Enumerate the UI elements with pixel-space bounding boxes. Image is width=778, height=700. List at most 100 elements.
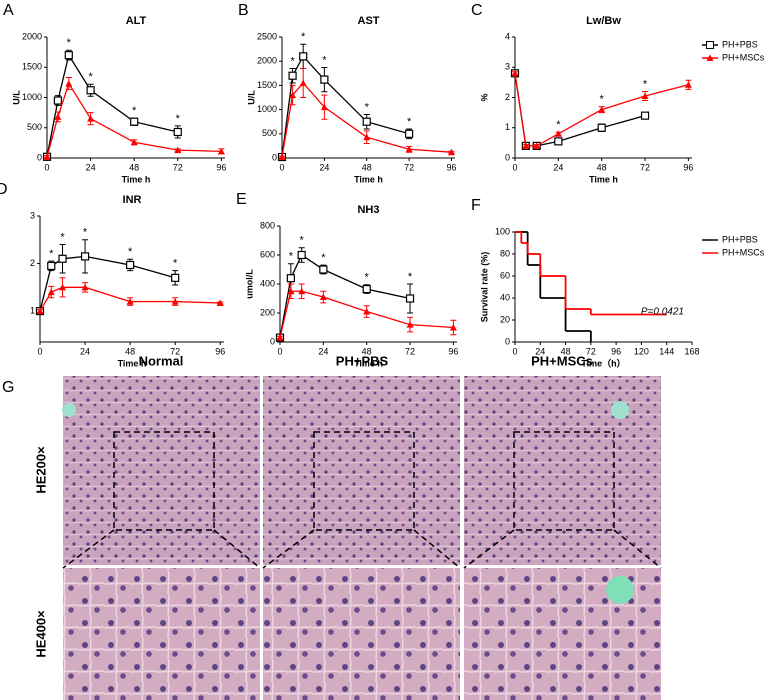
significance: *: [83, 227, 88, 239]
vessel: [606, 576, 634, 604]
zoom-boxes: [62, 431, 662, 569]
marker: [405, 294, 415, 303]
marker: [362, 117, 371, 126]
column-header: PH+MSCs: [531, 353, 593, 368]
legend-label: PH+MSCs: [722, 52, 765, 62]
marker: [533, 142, 541, 149]
marker: [320, 75, 329, 84]
y-tick-label: 0: [37, 152, 42, 162]
significance: *: [643, 78, 648, 90]
chart-title: Lw/Bw: [586, 15, 621, 27]
marker: [80, 252, 90, 261]
marker: [511, 69, 519, 77]
legend-label: PH+MSCs: [722, 247, 765, 257]
series-line: [514, 73, 646, 147]
x-tick-label: 24: [535, 346, 545, 356]
x-tick-label: 48: [125, 346, 135, 356]
panel-letter: F: [471, 197, 481, 214]
y-tick-label: 0: [270, 336, 275, 346]
micrograph: [263, 568, 460, 700]
x-tick-label: 48: [362, 162, 372, 172]
x-tick-label: 0: [37, 346, 42, 356]
marker: [640, 111, 650, 120]
y-tick-label: 1000: [257, 104, 277, 114]
marker: [554, 137, 563, 146]
y-tick-label: 2500: [257, 31, 277, 41]
marker: [597, 123, 606, 132]
y-tick-label: 4: [505, 31, 510, 41]
marker: [174, 146, 182, 154]
x-tick-label: 48: [129, 162, 139, 172]
y-tick-label: 1: [505, 122, 510, 132]
y-tick-label: 1500: [257, 80, 277, 90]
marker: [522, 142, 530, 149]
y-tick-label: 1000: [22, 92, 42, 102]
row-header: HE200×: [33, 446, 48, 494]
marker: [287, 287, 295, 295]
marker: [554, 130, 562, 137]
y-tick-label: 800: [260, 220, 275, 230]
y-tick-label: 20: [500, 314, 510, 324]
marker: [363, 308, 371, 315]
x-tick-label: 72: [173, 162, 183, 172]
marker: [278, 153, 286, 161]
marker: [126, 298, 134, 305]
marker: [405, 145, 413, 153]
marker: [447, 148, 455, 156]
y-tick-label: 2000: [257, 56, 277, 66]
marker: [54, 113, 62, 120]
series-line: [39, 255, 176, 312]
vessel: [62, 403, 76, 417]
marker: [171, 298, 179, 305]
marker: [299, 52, 308, 61]
significance: *: [176, 113, 181, 125]
significance: *: [300, 235, 305, 247]
y-tick-label: 3: [505, 62, 510, 72]
significance: *: [128, 246, 133, 258]
y-tick-label: 200: [260, 307, 275, 317]
marker: [299, 79, 307, 86]
y-tick-label: 1: [30, 305, 35, 315]
x-tick-label: 144: [659, 346, 674, 356]
x-tick-label: 96: [215, 346, 225, 356]
marker: [641, 92, 649, 99]
panel-letter: B: [238, 2, 249, 19]
marker: [217, 147, 225, 155]
x-tick-label: 48: [597, 162, 607, 172]
y-tick-label: 60: [500, 270, 510, 280]
significance: *: [365, 272, 370, 284]
marker: [319, 265, 328, 274]
micrograph: [263, 376, 460, 565]
significance: *: [556, 119, 561, 131]
marker: [126, 260, 135, 270]
series-line: [279, 254, 411, 338]
significance: *: [321, 252, 326, 264]
marker: [173, 127, 182, 137]
chart-title: AST: [358, 15, 380, 27]
y-axis-label: %: [479, 93, 489, 101]
marker: [288, 71, 297, 80]
marker: [449, 324, 457, 331]
marker: [289, 91, 297, 99]
vessel: [611, 401, 629, 419]
marker: [362, 284, 371, 294]
y-axis-label: Survival rate (%): [479, 252, 489, 323]
marker: [406, 321, 414, 328]
x-tick-label: 120: [634, 346, 649, 356]
significance: *: [289, 251, 294, 263]
marker: [684, 81, 692, 88]
significance: *: [365, 101, 370, 113]
x-tick-label: 96: [448, 346, 458, 356]
x-tick-label: 96: [611, 346, 621, 356]
marker: [216, 299, 224, 307]
marker: [297, 250, 306, 260]
legend-marker: [706, 54, 714, 61]
p-value: P=0.0421: [641, 307, 684, 318]
marker: [65, 80, 73, 87]
marker: [319, 293, 327, 301]
series-line: [46, 53, 178, 157]
y-tick-label: 500: [262, 128, 277, 138]
x-axis-label: Time h: [589, 174, 618, 184]
micrographs: [62, 376, 662, 700]
y-tick-label: 500: [27, 122, 42, 132]
